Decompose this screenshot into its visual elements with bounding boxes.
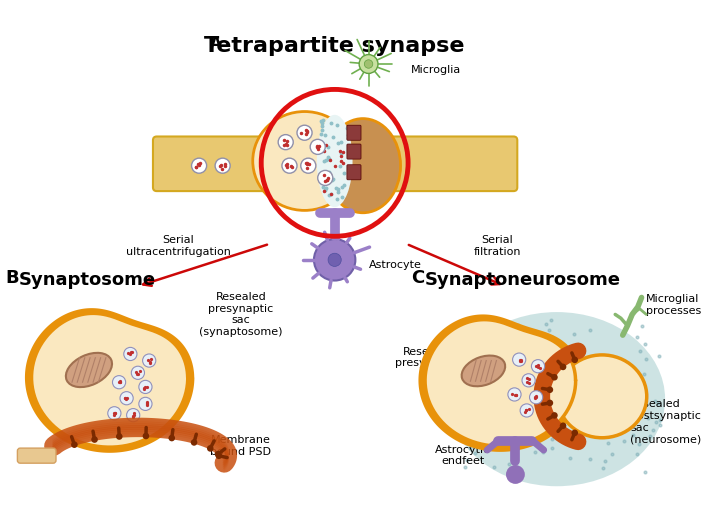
Circle shape (139, 380, 152, 394)
Circle shape (215, 451, 222, 457)
Circle shape (513, 353, 526, 366)
Circle shape (142, 433, 149, 439)
Circle shape (278, 135, 293, 150)
FancyBboxPatch shape (347, 165, 361, 180)
Circle shape (142, 354, 156, 367)
Circle shape (297, 125, 312, 140)
FancyBboxPatch shape (18, 448, 56, 463)
Circle shape (532, 360, 544, 373)
Text: Serial
filtration: Serial filtration (474, 235, 521, 257)
Text: Synaptosome: Synaptosome (18, 271, 156, 289)
Circle shape (116, 433, 122, 440)
FancyBboxPatch shape (347, 144, 361, 159)
Text: Resealed
presynaptic
sac
(synaptosome): Resealed presynaptic sac (synaptosome) (199, 292, 282, 337)
Circle shape (520, 404, 533, 417)
Circle shape (127, 409, 139, 422)
Circle shape (318, 170, 333, 186)
Circle shape (328, 253, 341, 266)
Circle shape (139, 397, 152, 411)
Circle shape (365, 60, 373, 68)
Circle shape (522, 374, 535, 387)
Circle shape (215, 158, 230, 173)
Circle shape (530, 391, 543, 404)
Ellipse shape (449, 312, 665, 486)
Text: Microglial
processes: Microglial processes (646, 294, 702, 316)
Circle shape (120, 392, 133, 405)
Circle shape (506, 465, 525, 484)
Circle shape (547, 387, 553, 393)
Ellipse shape (325, 119, 401, 213)
Circle shape (359, 54, 378, 74)
Circle shape (551, 412, 558, 419)
Circle shape (108, 407, 121, 420)
Circle shape (124, 347, 137, 360)
Circle shape (190, 439, 198, 446)
FancyBboxPatch shape (153, 137, 269, 191)
Circle shape (192, 158, 207, 173)
Circle shape (547, 400, 553, 406)
Text: A: A (210, 36, 222, 51)
Circle shape (301, 158, 316, 173)
Circle shape (560, 363, 566, 370)
Text: Astrocytic
endfeet: Astrocytic endfeet (435, 445, 491, 466)
Polygon shape (418, 315, 582, 452)
FancyBboxPatch shape (347, 125, 361, 140)
Ellipse shape (557, 355, 646, 438)
Circle shape (91, 436, 98, 443)
Ellipse shape (462, 356, 506, 386)
Circle shape (71, 442, 78, 448)
Circle shape (560, 423, 566, 429)
Circle shape (207, 445, 214, 452)
Text: Resealed
postsynaptic
sac
(neurosome): Resealed postsynaptic sac (neurosome) (630, 399, 702, 444)
Circle shape (131, 366, 144, 379)
Ellipse shape (316, 115, 353, 207)
Text: Serial
ultracentrifugation: Serial ultracentrifugation (126, 235, 231, 257)
Text: B: B (5, 269, 19, 287)
Text: Synaptoneurosome: Synaptoneurosome (425, 271, 621, 289)
Polygon shape (425, 320, 576, 446)
Circle shape (508, 388, 521, 401)
Circle shape (314, 239, 355, 281)
Circle shape (310, 139, 325, 154)
Polygon shape (25, 308, 195, 453)
FancyBboxPatch shape (359, 137, 518, 191)
Circle shape (282, 158, 297, 173)
Circle shape (169, 435, 175, 442)
Text: Tetrapartite synapse: Tetrapartite synapse (205, 36, 465, 56)
Circle shape (571, 357, 578, 363)
Circle shape (571, 430, 578, 436)
Polygon shape (32, 314, 188, 447)
Text: Membrane
bound PSD: Membrane bound PSD (210, 435, 271, 457)
Circle shape (113, 376, 125, 389)
Text: Microglia: Microglia (411, 65, 461, 75)
Ellipse shape (253, 112, 356, 210)
Ellipse shape (66, 353, 112, 387)
Circle shape (215, 452, 222, 459)
Circle shape (551, 374, 558, 380)
Text: Astrocyte: Astrocyte (369, 260, 421, 269)
Text: Resealed
presynaptic
sac: Resealed presynaptic sac (395, 347, 460, 380)
Text: C: C (411, 269, 424, 287)
